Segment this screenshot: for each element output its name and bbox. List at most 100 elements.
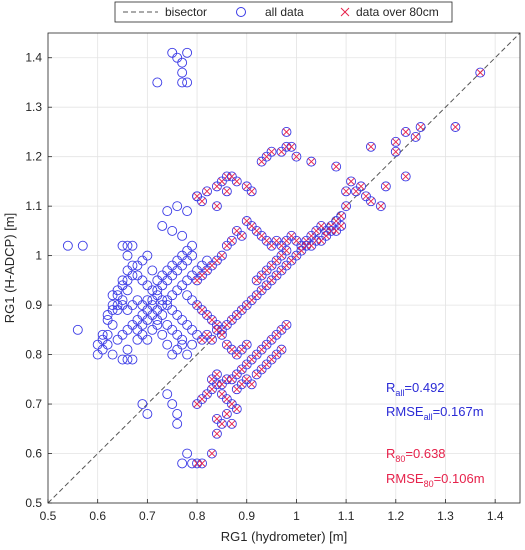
all-data-point xyxy=(172,408,183,419)
x-tick-label: 0.6 xyxy=(89,509,106,523)
over80-point-cross xyxy=(243,341,251,349)
over80-point-circle xyxy=(256,344,267,355)
all-data-point xyxy=(162,275,173,286)
over80-point-circle xyxy=(321,230,332,241)
over80-point-cross xyxy=(223,172,231,180)
over80-point-circle xyxy=(356,181,366,192)
all-data-point xyxy=(142,250,153,261)
all-data-point xyxy=(172,201,183,212)
over80-point-circle xyxy=(226,171,237,182)
all-data-point xyxy=(147,265,158,276)
over80-point-cross xyxy=(392,148,400,156)
over80-point-circle xyxy=(221,240,232,251)
all-data-point xyxy=(172,52,183,63)
y-tick-label: 0.5 xyxy=(25,496,42,510)
over80-point-circle xyxy=(261,359,272,370)
over80-point-cross xyxy=(198,197,206,205)
over80-point-circle xyxy=(197,196,207,207)
over80-point-cross xyxy=(223,187,231,195)
over80-point-cross xyxy=(248,187,256,195)
all-data-point xyxy=(122,344,133,355)
all-data-point xyxy=(172,344,183,355)
over80-point-circle xyxy=(331,216,342,226)
all-data-point xyxy=(162,319,173,330)
over80-point-circle xyxy=(211,413,222,424)
all-data-point xyxy=(187,250,198,261)
all-data-point xyxy=(132,324,143,335)
all-data-point xyxy=(182,245,193,256)
over80-point-circle xyxy=(236,379,247,390)
all-data-point xyxy=(117,300,128,311)
all-data-point xyxy=(117,275,128,286)
over80-point-circle xyxy=(192,191,203,202)
over80-point-circle xyxy=(241,216,252,226)
all-data-point xyxy=(72,324,83,335)
all-data-point xyxy=(187,339,198,350)
over80-point-circle xyxy=(231,369,242,380)
over80-point-circle xyxy=(192,399,203,410)
over80-point-cross xyxy=(312,237,320,245)
over80-point-cross xyxy=(243,217,251,225)
over80-point-circle xyxy=(306,230,317,241)
over80-point-circle xyxy=(256,230,267,241)
all-data-point xyxy=(177,250,188,261)
over80-point-circle xyxy=(276,344,287,355)
all-data-point xyxy=(182,290,193,301)
all-data-point xyxy=(162,265,173,276)
over80-point-cross xyxy=(307,158,315,166)
all-data-point xyxy=(102,314,113,325)
over80-point-circle xyxy=(241,181,252,192)
over80-point-circle xyxy=(236,344,247,355)
over80-point-cross xyxy=(382,182,390,190)
all-data-point xyxy=(127,270,138,281)
all-data-point xyxy=(177,314,188,325)
all-data-point xyxy=(77,240,88,251)
all-data-point xyxy=(172,265,183,276)
x-axis-ticks: 0.5 0.6 0.7 0.8 0.9 1 1.1 1.2 1.3 1.4 xyxy=(40,499,504,523)
x-axis-label: RG1 (hydrometer) [m] xyxy=(221,529,347,544)
over80-point-cross xyxy=(282,143,291,151)
all-data-point xyxy=(177,458,188,469)
y-tick-label: 0.9 xyxy=(25,298,42,312)
x-tick-label: 1 xyxy=(293,509,300,523)
over80-point-cross xyxy=(218,331,226,339)
over80-point-cross xyxy=(347,177,355,185)
all-data-point xyxy=(177,334,188,345)
over80-point-cross xyxy=(213,202,221,210)
all-data-point xyxy=(182,47,193,58)
stat-r-all: Rall=0.492 xyxy=(386,380,445,398)
over80-point-cross xyxy=(208,336,216,344)
all-data-point xyxy=(152,275,163,286)
over80-point-cross xyxy=(223,410,231,418)
all-data-point xyxy=(187,270,198,281)
over80-point-circle xyxy=(197,270,207,281)
over80-point-cross xyxy=(268,148,276,156)
all-data-point xyxy=(167,305,178,316)
all-data-point xyxy=(122,305,133,316)
over80-point-circle xyxy=(231,384,242,395)
over80-point-cross xyxy=(223,242,231,250)
all-data-point xyxy=(137,255,148,266)
over80-point-circle xyxy=(246,220,257,231)
over80-point-circle xyxy=(226,344,237,355)
plot-frame xyxy=(47,32,521,504)
legend-all-data-label: all data xyxy=(265,5,304,19)
over80-point-circle xyxy=(336,211,347,222)
over80-point-circle xyxy=(221,339,232,350)
all-data-point xyxy=(122,354,133,365)
over80-point-cross xyxy=(213,415,221,423)
all-data-point xyxy=(112,334,123,345)
over80-point-circle xyxy=(197,458,207,469)
over80-point-circle xyxy=(365,196,376,207)
y-tick-label: 0.8 xyxy=(25,348,42,362)
all-data-point xyxy=(137,275,148,286)
over80-point-cross xyxy=(412,133,420,141)
over80-point-circle xyxy=(202,265,212,276)
all-data-point xyxy=(107,300,118,311)
over80-point-cross xyxy=(417,123,425,131)
over80-point-circle xyxy=(291,250,302,261)
over80-point-circle xyxy=(256,285,267,296)
all-data-point xyxy=(172,418,183,429)
over80-point-cross xyxy=(233,177,241,185)
y-tick-label: 1 xyxy=(35,249,42,263)
